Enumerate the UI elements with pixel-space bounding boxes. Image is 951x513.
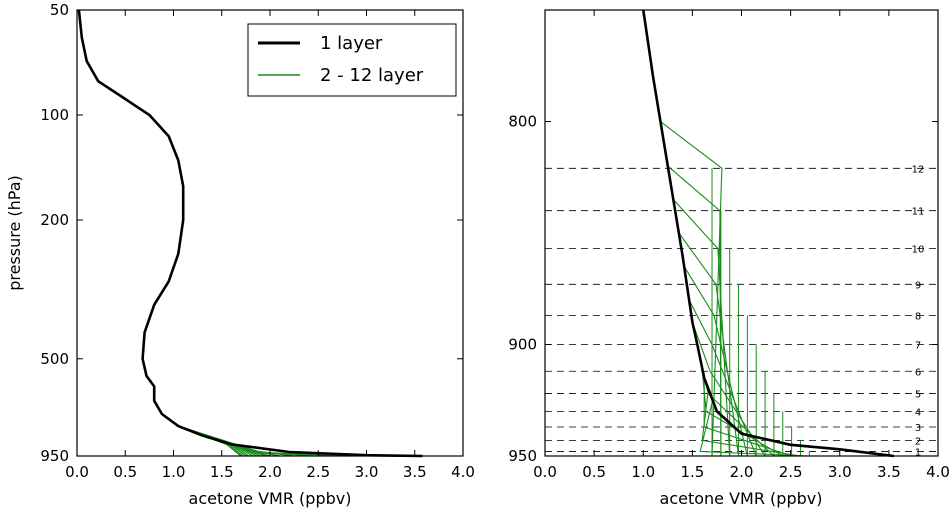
layer-level-label: 3 <box>915 423 921 434</box>
left-y-tick-label: 500 <box>40 350 69 368</box>
right-x-axis: 0.0 0.5 1.0 1.5 2.0 2.5 3.0 3.5 4.0 <box>533 10 950 481</box>
left-y-axis: 50 100 200 500 950 <box>40 1 463 465</box>
right-multi-layer-line <box>642 9 757 457</box>
right-x-axis-label: acetone VMR (ppbv) <box>660 489 823 508</box>
left-y-tick-label: 100 <box>40 106 69 124</box>
right-y-tick-label: 800 <box>508 113 537 131</box>
right-y-tick-label: 900 <box>508 336 537 354</box>
legend: 1 layer 2 - 12 layer <box>247 23 457 97</box>
right-x-tick-label: 0.0 <box>533 463 557 481</box>
layer-level-label: 9 <box>915 280 921 291</box>
left-multi-layer-line <box>78 9 271 457</box>
right-x-tick-label: 2.5 <box>779 463 803 481</box>
left-x-axis-label: acetone VMR (ppbv) <box>189 489 352 508</box>
left-plot-area <box>77 9 423 458</box>
left-x-tick-label: 3.0 <box>355 463 379 481</box>
right-multi-layer-line <box>642 9 731 457</box>
right-x-tick-label: 3.0 <box>828 463 852 481</box>
left-y-tick-label: 950 <box>40 447 69 465</box>
left-x-tick-label: 4.0 <box>451 463 475 481</box>
left-y-tick-label: 200 <box>40 211 69 229</box>
left-x-axis: 0.0 0.5 1.0 1.5 2.0 2.5 3.0 3.5 4.0 <box>65 10 475 481</box>
right-multi-layer-line <box>642 9 748 457</box>
layer-level-label: 6 <box>915 367 921 378</box>
left-x-tick-label: 3.5 <box>403 463 427 481</box>
left-y-tick-label: 50 <box>50 1 69 19</box>
layer-level-label: 4 <box>915 407 921 418</box>
right-multi-layer-line <box>642 9 723 457</box>
right-chart: 12 11 10 9 8 7 6 5 4 3 21 0.0 0.5 1.0 1.5 2.0 2.5 3.0 3.5… <box>508 9 950 508</box>
left-x-tick-label: 2.0 <box>258 463 282 481</box>
right-x-tick-label: 1.5 <box>680 463 704 481</box>
left-x-tick-label: 1.5 <box>210 463 234 481</box>
left-multi-layer-line <box>78 9 261 457</box>
left-one-layer-line <box>77 9 423 458</box>
layer-level-label: 7 <box>915 341 921 352</box>
right-y-tick-label: 950 <box>508 447 537 465</box>
left-x-tick-label: 2.5 <box>306 463 330 481</box>
layer-level-label: 1 <box>915 448 921 459</box>
layer-level-label: 5 <box>915 390 921 401</box>
left-multi-layer-line <box>78 9 266 457</box>
left-multi-layer-line <box>78 9 247 457</box>
layer-level-lines: 12 11 10 9 8 7 6 5 4 3 21 <box>545 164 938 459</box>
right-one-layer-line <box>642 9 894 458</box>
left-multi-layer-line <box>78 9 250 457</box>
legend-entry-1-layer: 1 layer <box>320 33 383 54</box>
left-x-tick-label: 1.0 <box>162 463 186 481</box>
left-multi-layer-line <box>78 9 257 457</box>
left-chart: 0.0 0.5 1.0 1.5 2.0 2.5 3.0 3.5 4.0 50 100 200 500 9… <box>5 1 475 508</box>
layer-level-label: 10 <box>912 245 925 256</box>
right-multi-layer-line <box>642 9 784 457</box>
layer-level-label: 2 <box>915 436 921 447</box>
left-multi-layer-line <box>78 9 242 457</box>
right-y-axis: 800 900 950 <box>508 113 938 465</box>
right-x-tick-label: 1.0 <box>631 463 655 481</box>
right-x-tick-label: 2.0 <box>730 463 754 481</box>
left-multi-layer-line <box>78 9 253 457</box>
left-y-axis-label: pressure (hPa) <box>5 175 24 291</box>
layer-level-label: 8 <box>915 312 921 323</box>
left-multi-layer-line <box>78 9 244 457</box>
right-x-tick-label: 3.5 <box>877 463 901 481</box>
right-x-tick-label: 0.5 <box>582 463 606 481</box>
right-x-tick-label: 4.0 <box>926 463 950 481</box>
right-multi-layer-line <box>642 9 792 457</box>
right-multi-layer-line <box>642 9 740 457</box>
left-x-tick-label: 0.5 <box>113 463 137 481</box>
layer-level-label: 11 <box>912 207 925 218</box>
legend-box <box>247 23 457 97</box>
right-axes-frame <box>544 9 939 457</box>
legend-entry-2-12-layer: 2 - 12 layer <box>320 65 424 86</box>
left-x-tick-label: 0.0 <box>65 463 89 481</box>
right-plot-area <box>642 9 894 458</box>
layer-level-label: 12 <box>912 164 925 175</box>
